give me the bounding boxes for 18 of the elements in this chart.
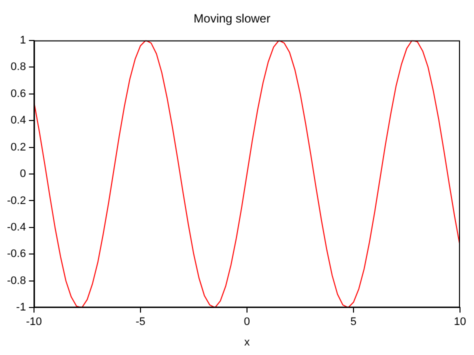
- y-tick-label: 1: [20, 34, 26, 46]
- y-tick-label: 0: [20, 168, 26, 180]
- y-tick-label: 0.2: [10, 141, 26, 154]
- chart-title: Moving slower: [194, 12, 270, 26]
- y-tick-label: 0.4: [10, 114, 26, 127]
- y-tick-label: -1: [16, 302, 26, 314]
- y-tick-label: -0.8: [6, 274, 26, 287]
- y-tick-label: -0.2: [6, 194, 26, 207]
- x-tick-label: 10: [454, 316, 466, 328]
- x-tick-label: 5: [350, 316, 357, 328]
- x-tick-label: -5: [136, 316, 146, 328]
- x-axis-title: x: [244, 336, 250, 348]
- y-tick-label: 0.6: [10, 88, 26, 100]
- y-tick-label: 0.8: [10, 61, 26, 74]
- x-tick-label: -10: [26, 316, 42, 328]
- x-tick-label: 0: [244, 316, 250, 328]
- y-tick-label: -0.4: [6, 221, 26, 234]
- y-tick-label: -0.6: [6, 248, 26, 260]
